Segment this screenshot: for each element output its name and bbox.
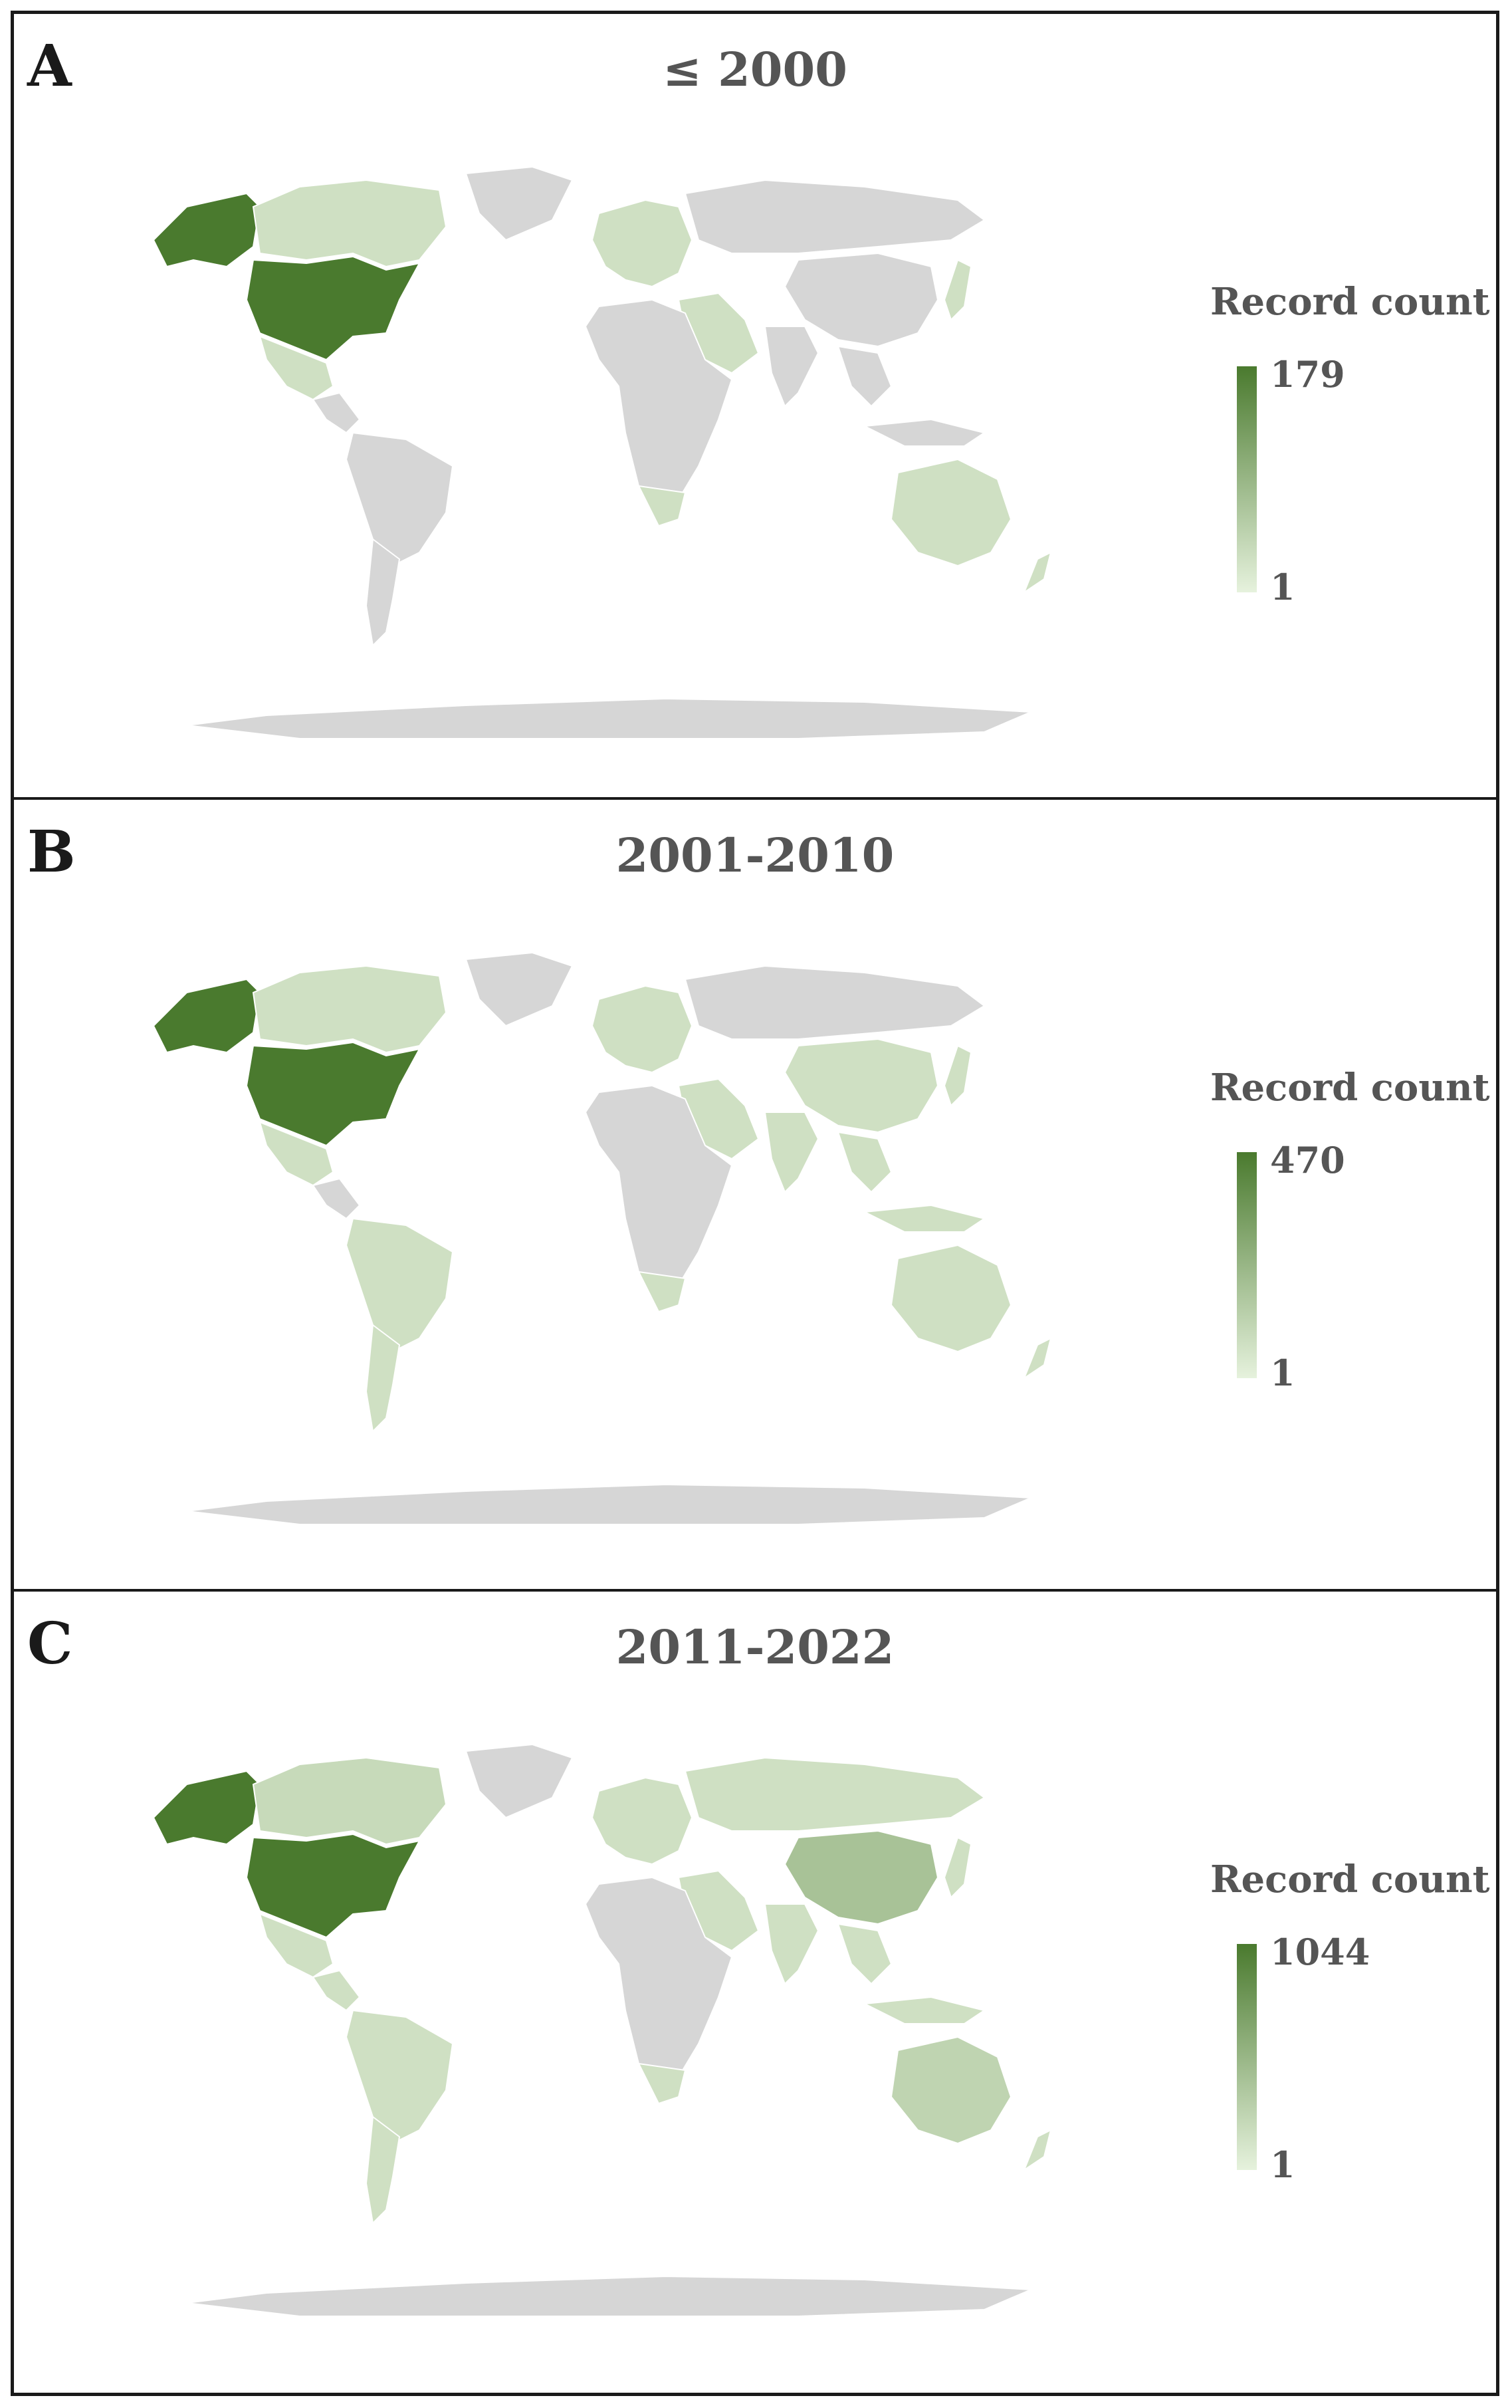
- panel-letter: A: [27, 33, 72, 100]
- figure-frame: A ≤ 2000 Record count 179 1 B 2001-2010 …: [11, 11, 1499, 2396]
- country-china: [784, 1830, 939, 1925]
- country-europe: [591, 985, 693, 1074]
- country-mexico: [259, 1913, 334, 1979]
- country-antarctica: [186, 2275, 1031, 2317]
- panel-letter: C: [27, 1610, 73, 1677]
- country-indonesia: [862, 1996, 986, 2024]
- legend-max-value: 470: [1270, 1139, 1345, 1181]
- country-japan: [943, 1044, 972, 1107]
- country-argentina: [365, 2115, 401, 2225]
- legend-min-value: 1: [1270, 566, 1295, 608]
- country-southafrica: [637, 485, 687, 527]
- country-southamerica: [345, 431, 454, 567]
- panel-title: 2011-2022: [615, 1620, 895, 1675]
- country-canada: [252, 179, 447, 268]
- panel-title: ≤ 2000: [663, 42, 847, 97]
- world-map: [152, 953, 1052, 1525]
- country-centralamerica: [312, 1177, 361, 1220]
- legend-color-bar: [1237, 1152, 1257, 1378]
- legend-max-value: 1044: [1270, 1931, 1370, 1973]
- country-russia: [684, 1756, 986, 1832]
- country-greenland: [465, 953, 574, 1027]
- country-japan: [943, 259, 972, 321]
- world-map: [152, 167, 1052, 739]
- country-seasia: [837, 1923, 893, 1985]
- country-usa: [245, 1833, 421, 1939]
- country-argentina: [365, 1324, 401, 1433]
- country-antarctica: [186, 1483, 1031, 1525]
- country-southamerica: [345, 1217, 454, 1353]
- country-alaska: [152, 978, 261, 1054]
- country-usa: [245, 1041, 421, 1147]
- country-greenland: [465, 167, 574, 241]
- country-india: [764, 1903, 819, 1985]
- country-china: [784, 1038, 939, 1134]
- country-australia: [890, 458, 1012, 567]
- country-indonesia: [862, 418, 986, 447]
- country-greenland: [465, 1745, 574, 1819]
- legend-title: Record count: [1210, 280, 1490, 324]
- panel-c: C 2011-2022 Record count 1044 1: [14, 1589, 1496, 2393]
- country-southafrica: [637, 1270, 687, 1313]
- country-europe: [591, 1776, 693, 1866]
- country-centralamerica: [312, 1969, 361, 2012]
- country-mexico: [259, 1121, 334, 1187]
- country-australia: [890, 1244, 1012, 1353]
- country-russia: [684, 965, 986, 1040]
- country-australia: [890, 2036, 1012, 2145]
- country-indonesia: [862, 1204, 986, 1233]
- country-japan: [943, 1836, 972, 1899]
- legend-color-bar: [1237, 366, 1257, 592]
- country-usa: [245, 255, 421, 361]
- country-canada: [252, 965, 447, 1054]
- country-alaska: [152, 192, 261, 268]
- country-newzealand: [1022, 2129, 1052, 2172]
- legend-title: Record count: [1210, 1858, 1490, 1901]
- panel-a: A ≤ 2000 Record count 179 1: [14, 14, 1496, 797]
- country-newzealand: [1022, 551, 1052, 594]
- legend-min-value: 1: [1270, 1352, 1295, 1394]
- country-southamerica: [345, 2009, 454, 2145]
- country-europe: [591, 199, 693, 288]
- legend-title: Record count: [1210, 1066, 1490, 1110]
- legend-color-bar: [1237, 1944, 1257, 2170]
- country-china: [784, 252, 939, 348]
- country-argentina: [365, 538, 401, 648]
- country-antarctica: [186, 697, 1031, 739]
- country-canada: [252, 1756, 447, 1846]
- country-seasia: [837, 345, 893, 408]
- country-southafrica: [637, 2062, 687, 2105]
- country-russia: [684, 179, 986, 254]
- country-india: [764, 326, 819, 408]
- country-seasia: [837, 1131, 893, 1193]
- country-newzealand: [1022, 1337, 1052, 1380]
- country-centralamerica: [312, 392, 361, 434]
- legend-min-value: 1: [1270, 2143, 1295, 2186]
- panel-letter: B: [27, 818, 76, 886]
- panel-title: 2001-2010: [615, 828, 895, 883]
- world-map: [152, 1745, 1052, 2317]
- country-india: [764, 1112, 819, 1193]
- panel-b: B 2001-2010 Record count 470 1: [14, 797, 1496, 1589]
- legend-max-value: 179: [1270, 353, 1345, 396]
- country-alaska: [152, 1770, 261, 1846]
- country-mexico: [259, 335, 334, 401]
